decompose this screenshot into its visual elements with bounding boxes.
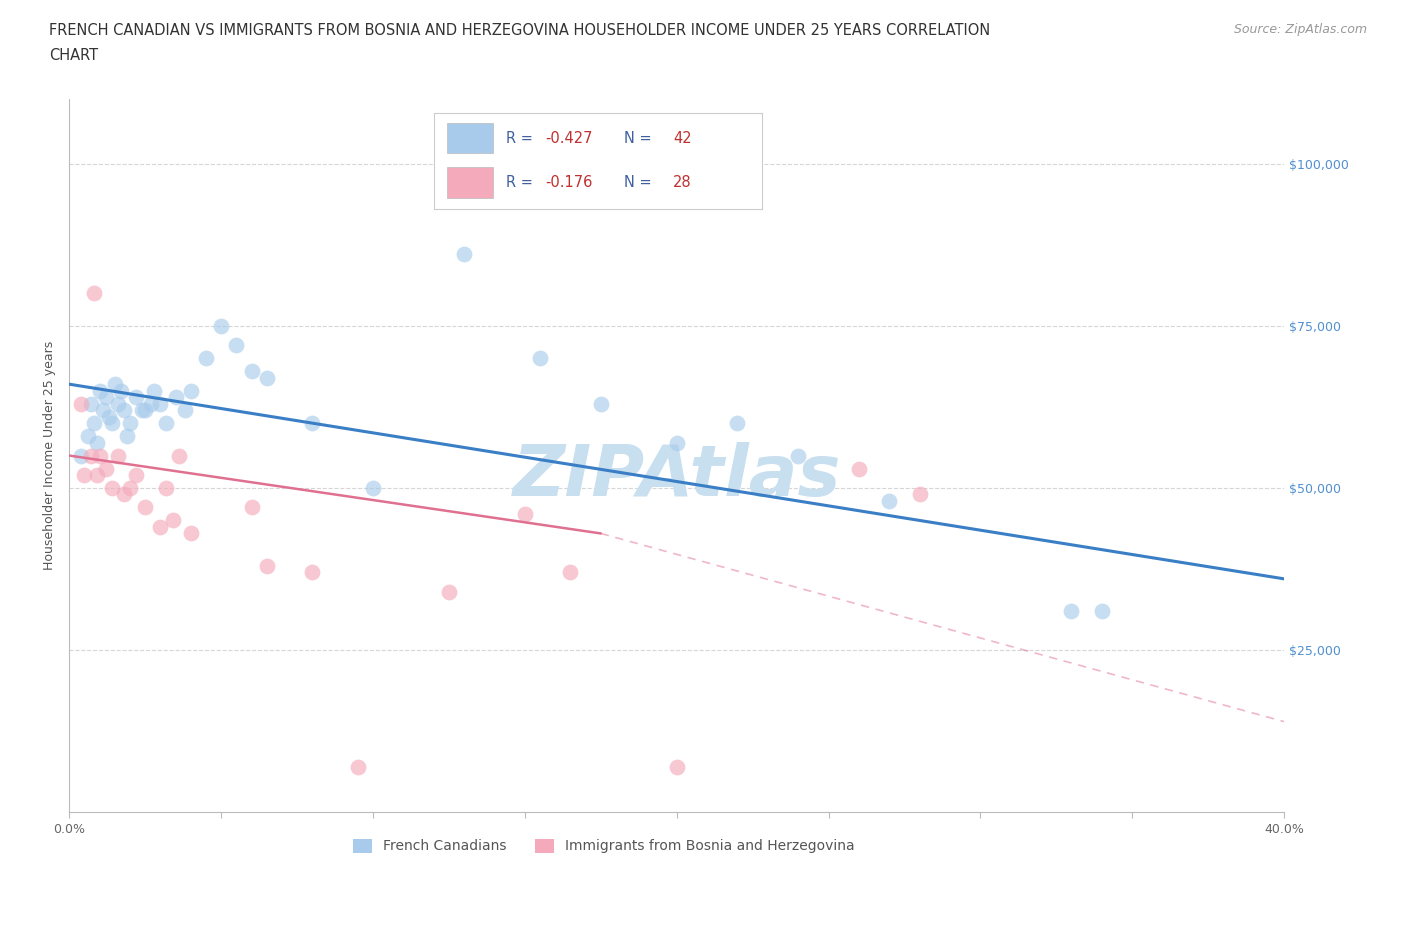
Point xyxy=(529,351,551,365)
Point xyxy=(665,435,688,450)
Point xyxy=(256,370,278,385)
Point xyxy=(115,429,138,444)
Legend: French Canadians, Immigrants from Bosnia and Herzegovina: French Canadians, Immigrants from Bosnia… xyxy=(347,833,860,859)
Point xyxy=(453,247,475,262)
Point xyxy=(167,448,190,463)
Point xyxy=(908,487,931,502)
Point xyxy=(155,416,177,431)
Point xyxy=(89,383,111,398)
Point xyxy=(560,565,582,579)
Point xyxy=(256,558,278,573)
Y-axis label: Householder Income Under 25 years: Householder Income Under 25 years xyxy=(44,341,56,570)
Point xyxy=(70,448,93,463)
Point xyxy=(134,500,156,515)
Point xyxy=(149,520,172,535)
Text: CHART: CHART xyxy=(49,48,98,63)
Point xyxy=(101,481,124,496)
Point xyxy=(76,429,98,444)
Point xyxy=(94,390,117,405)
Point xyxy=(848,461,870,476)
Point xyxy=(209,318,232,333)
Point xyxy=(118,416,141,431)
Point xyxy=(173,403,195,418)
Point xyxy=(725,416,748,431)
Point xyxy=(104,377,127,392)
Point xyxy=(301,565,323,579)
Point xyxy=(107,396,129,411)
Point xyxy=(83,416,105,431)
Point xyxy=(346,760,368,775)
Point xyxy=(180,526,202,541)
Point xyxy=(89,448,111,463)
Point xyxy=(877,494,900,509)
Point xyxy=(125,468,148,483)
Point xyxy=(107,448,129,463)
Point xyxy=(787,448,810,463)
Point xyxy=(70,396,93,411)
Text: FRENCH CANADIAN VS IMMIGRANTS FROM BOSNIA AND HERZEGOVINA HOUSEHOLDER INCOME UND: FRENCH CANADIAN VS IMMIGRANTS FROM BOSNI… xyxy=(49,23,990,38)
Point xyxy=(97,409,120,424)
Point xyxy=(155,481,177,496)
Point xyxy=(73,468,96,483)
Point xyxy=(1091,604,1114,618)
Point xyxy=(225,338,247,352)
Point xyxy=(110,383,132,398)
Point xyxy=(240,364,263,379)
Point xyxy=(112,487,135,502)
Text: ZIPAtlas: ZIPAtlas xyxy=(512,443,841,512)
Point xyxy=(83,286,105,300)
Point xyxy=(143,383,166,398)
Point xyxy=(194,351,217,365)
Point xyxy=(665,760,688,775)
Point xyxy=(162,513,184,528)
Point xyxy=(131,403,153,418)
Point xyxy=(112,403,135,418)
Point xyxy=(301,416,323,431)
Point xyxy=(589,396,612,411)
Point xyxy=(91,403,114,418)
Point xyxy=(1060,604,1083,618)
Text: Source: ZipAtlas.com: Source: ZipAtlas.com xyxy=(1233,23,1367,36)
Point xyxy=(94,461,117,476)
Point xyxy=(86,435,108,450)
Point xyxy=(180,383,202,398)
Point xyxy=(134,403,156,418)
Point xyxy=(79,396,101,411)
Point xyxy=(101,416,124,431)
Point xyxy=(513,507,536,522)
Point xyxy=(437,584,460,599)
Point xyxy=(361,481,384,496)
Point xyxy=(141,396,163,411)
Point xyxy=(125,390,148,405)
Point xyxy=(86,468,108,483)
Point xyxy=(165,390,187,405)
Point xyxy=(240,500,263,515)
Point xyxy=(118,481,141,496)
Point xyxy=(79,448,101,463)
Point xyxy=(149,396,172,411)
